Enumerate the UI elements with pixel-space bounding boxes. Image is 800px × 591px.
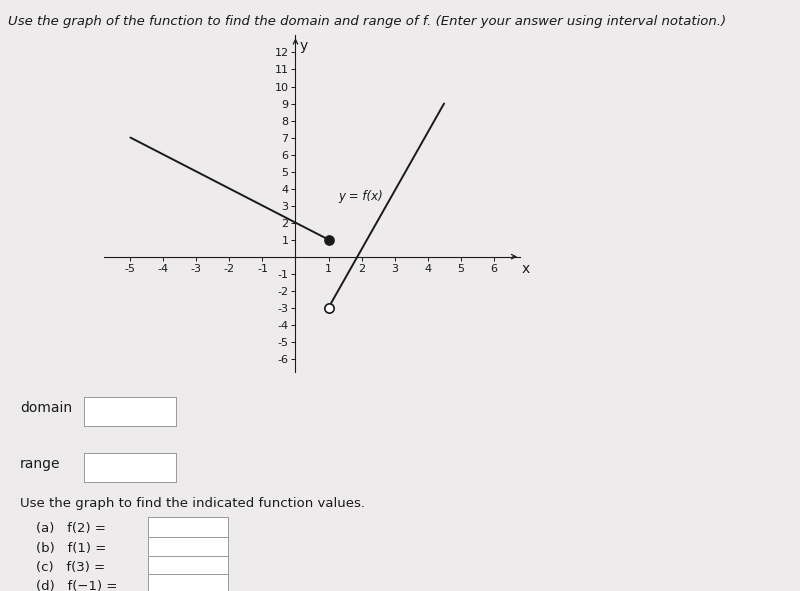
Text: (c)   f(3) =: (c) f(3) = — [36, 561, 105, 574]
Text: domain: domain — [20, 401, 72, 415]
Text: y = f(x): y = f(x) — [338, 190, 383, 203]
Text: (b)   f(1) =: (b) f(1) = — [36, 542, 106, 555]
Text: Use the graph to find the indicated function values.: Use the graph to find the indicated func… — [20, 497, 365, 510]
Text: Use the graph of the function to find the domain and range of f. (Enter your ans: Use the graph of the function to find th… — [8, 15, 726, 28]
Text: range: range — [20, 457, 61, 471]
Text: x: x — [522, 262, 530, 275]
Point — [322, 235, 335, 244]
Text: (d)   f(−1) =: (d) f(−1) = — [36, 580, 118, 591]
Point — [322, 303, 335, 313]
Text: (a)   f(2) =: (a) f(2) = — [36, 522, 106, 535]
Text: y: y — [300, 39, 308, 53]
